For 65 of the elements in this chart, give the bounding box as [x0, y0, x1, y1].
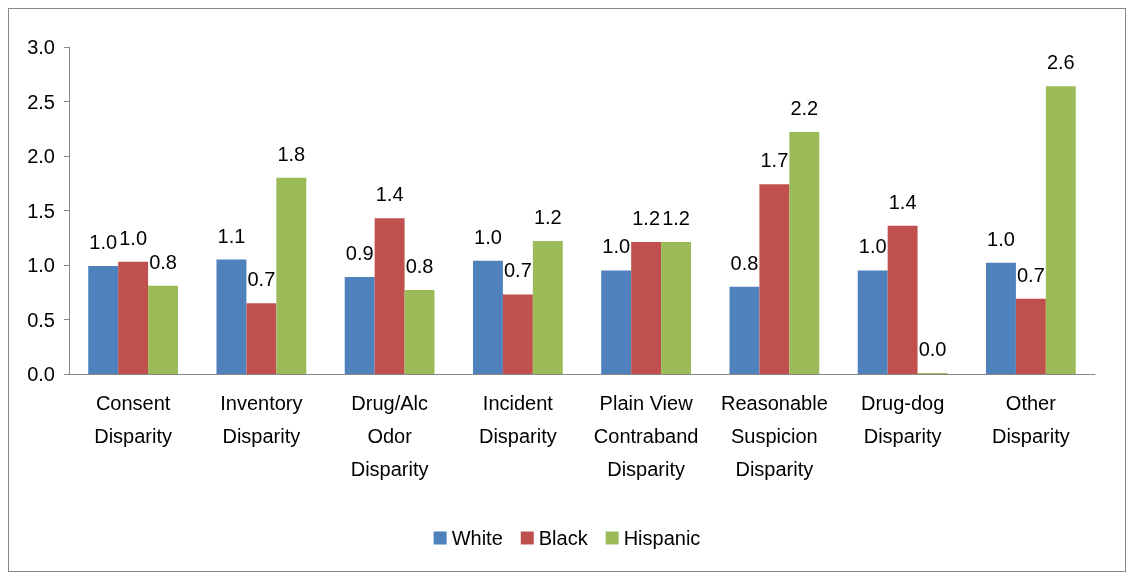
- bar: [532, 241, 563, 374]
- bar: [631, 242, 662, 374]
- y-tick-label: 0.0: [27, 363, 55, 385]
- bar: [1045, 86, 1076, 374]
- data-label: 1.8: [277, 142, 306, 165]
- x-tick-label: Inventory Disparity: [220, 391, 303, 447]
- data-label: 1.0: [119, 226, 148, 249]
- y-tick-label: 1.5: [27, 199, 55, 222]
- x-tick-label: Incident Disparity: [478, 391, 557, 447]
- bar: [502, 294, 533, 374]
- bar: [88, 266, 119, 374]
- data-label: 1.1: [217, 224, 246, 247]
- legend-label: Black: [538, 527, 589, 549]
- bar: [729, 286, 760, 374]
- data-label: 1.2: [662, 207, 690, 230]
- bar: [1015, 298, 1046, 374]
- data-label: 0.7: [247, 268, 276, 291]
- data-label: 2.2: [790, 97, 819, 120]
- data-label: 1.2: [533, 206, 562, 229]
- data-label: 0.7: [1016, 263, 1045, 286]
- y-tick-label: 3.0: [27, 36, 55, 58]
- data-label: 1.0: [858, 235, 887, 258]
- legend-label: White: [451, 527, 503, 549]
- data-label: 0.7: [503, 259, 532, 282]
- bar: [985, 262, 1016, 374]
- data-label: 1.0: [89, 231, 118, 254]
- bar: [374, 218, 405, 374]
- data-label: 0.9: [345, 241, 374, 264]
- bar: [472, 260, 503, 374]
- data-label: 1.4: [888, 190, 917, 213]
- x-tick-label: Drug/Alc Odor Disparity: [350, 391, 429, 480]
- bar: [887, 225, 918, 374]
- x-tick-label: Reasonable Suspicion Disparity: [721, 391, 828, 480]
- data-label: 0.0: [918, 338, 947, 360]
- bar: [404, 290, 435, 374]
- bar: [789, 132, 820, 374]
- bar: [148, 285, 179, 374]
- y-tick-label: 0.5: [27, 308, 55, 331]
- bar: [601, 270, 632, 374]
- x-tick-label: Other Disparity: [991, 391, 1070, 447]
- bar: [759, 184, 790, 374]
- data-label: 0.8: [149, 250, 177, 273]
- y-tick-label: 2.5: [27, 90, 55, 113]
- x-tick-label: Drug-dog Disparity: [860, 391, 945, 447]
- legend-label: Hispanic: [623, 527, 701, 549]
- x-tick-label: Consent Disparity: [94, 391, 173, 447]
- bar: [216, 259, 247, 374]
- bar: [246, 303, 277, 374]
- bar: [344, 276, 375, 374]
- data-label: 1.0: [602, 235, 631, 258]
- data-label: 0.8: [730, 251, 759, 274]
- bar: [276, 177, 307, 374]
- data-label: 1.2: [632, 207, 661, 230]
- bar: [661, 242, 692, 374]
- data-label: 1.4: [375, 183, 404, 206]
- data-label: 0.8: [405, 255, 434, 278]
- data-label: 1.0: [474, 225, 502, 248]
- data-label: 2.6: [1046, 51, 1075, 74]
- bar: [118, 261, 149, 374]
- data-label: 1.7: [760, 149, 789, 172]
- bar: [857, 270, 888, 374]
- y-tick-label: 2.0: [27, 145, 55, 167]
- data-label: 1.0: [987, 227, 1015, 250]
- x-tick-label: Plain View Contraband Disparity: [593, 391, 699, 480]
- y-tick-label: 1.0: [27, 254, 55, 276]
